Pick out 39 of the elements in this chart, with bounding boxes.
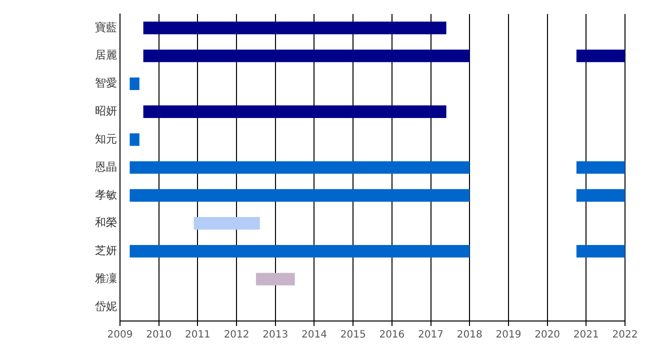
- y-tick-label: 孝敏: [95, 188, 117, 202]
- bar: [130, 189, 470, 202]
- y-tick-label: 雅凜: [95, 272, 117, 285]
- y-tick-label: 居麗: [95, 48, 117, 62]
- x-tick-label: 2017: [418, 330, 444, 341]
- bar: [130, 244, 470, 258]
- x-tick-label: 2015: [340, 330, 366, 341]
- x-tick-label: 2011: [184, 330, 210, 341]
- x-tick-label: 2021: [573, 330, 599, 341]
- y-tick-label: 昭妍: [95, 104, 117, 118]
- y-tick-label: 岱妮: [95, 300, 117, 313]
- bar: [130, 161, 470, 174]
- bar: [576, 189, 625, 202]
- x-tick-label: 2022: [612, 330, 638, 341]
- bar: [576, 50, 625, 62]
- y-tick-label: 恩晶: [94, 160, 117, 174]
- bar: [130, 77, 140, 90]
- x-tick-label: 2010: [146, 330, 172, 341]
- y-tick-label: 和榮: [95, 216, 117, 230]
- x-tick-label: 2009: [107, 330, 133, 341]
- x-tick-label: 2020: [534, 330, 560, 341]
- bar: [143, 105, 446, 118]
- bar: [576, 244, 625, 258]
- bar: [143, 50, 470, 62]
- bar: [194, 217, 260, 230]
- x-tick-label: 2012: [224, 330, 250, 341]
- bar: [130, 133, 140, 146]
- y-tick-label: 寶藍: [95, 20, 117, 34]
- y-tick-label: 芝妍: [95, 244, 117, 258]
- x-tick-label: 2014: [302, 330, 327, 341]
- y-tick-label: 知元: [95, 132, 117, 146]
- bar: [256, 272, 295, 286]
- bar: [576, 161, 625, 174]
- x-tick-label: 2016: [379, 330, 405, 341]
- x-tick-label: 2019: [496, 330, 522, 341]
- x-tick-label: 2013: [262, 330, 288, 341]
- x-tick-label: 2018: [456, 330, 482, 341]
- y-tick-label: 智愛: [95, 76, 117, 90]
- bar: [143, 22, 446, 34]
